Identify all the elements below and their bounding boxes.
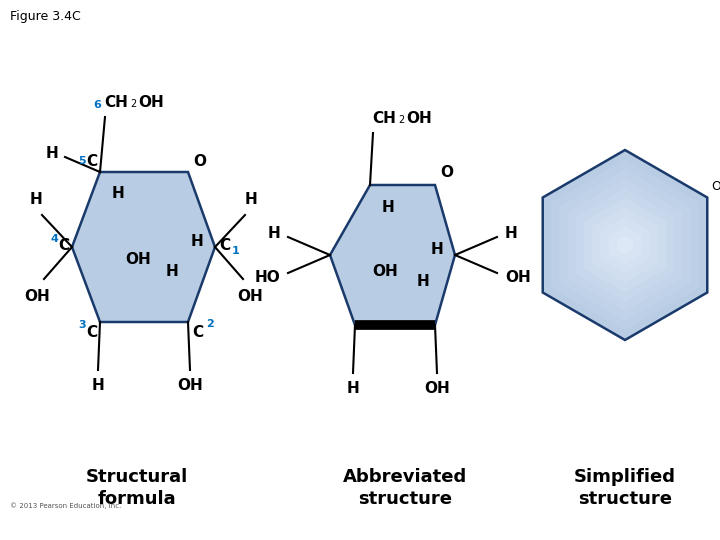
Text: C: C xyxy=(219,238,230,253)
Polygon shape xyxy=(330,185,455,325)
Polygon shape xyxy=(72,172,215,322)
Text: OH: OH xyxy=(424,381,450,396)
Text: H: H xyxy=(382,199,395,214)
Polygon shape xyxy=(575,188,675,302)
Text: OH: OH xyxy=(505,269,531,285)
Text: H: H xyxy=(91,378,104,393)
Text: 3: 3 xyxy=(78,320,86,330)
Text: OH: OH xyxy=(177,378,203,393)
Polygon shape xyxy=(559,169,690,321)
Polygon shape xyxy=(543,150,707,340)
Text: CH: CH xyxy=(104,95,128,110)
Text: H: H xyxy=(267,226,280,240)
Text: OH: OH xyxy=(237,289,263,304)
Text: H: H xyxy=(30,192,42,207)
Text: 4: 4 xyxy=(50,234,58,244)
Polygon shape xyxy=(608,226,642,264)
Text: OH: OH xyxy=(406,111,432,126)
Text: $_2$: $_2$ xyxy=(130,96,138,110)
Text: 5: 5 xyxy=(78,156,86,166)
Text: © 2013 Pearson Education, Inc.: © 2013 Pearson Education, Inc. xyxy=(10,502,122,509)
Text: C: C xyxy=(86,325,97,340)
Polygon shape xyxy=(584,198,666,293)
Text: C: C xyxy=(192,325,203,340)
Text: Structural
formula: Structural formula xyxy=(86,468,188,508)
Text: C: C xyxy=(86,154,97,169)
Text: C: C xyxy=(58,238,69,253)
Text: OH: OH xyxy=(24,289,50,304)
Text: H: H xyxy=(45,146,58,161)
Text: H: H xyxy=(431,242,444,258)
Polygon shape xyxy=(600,217,649,273)
Text: Abbreviated
structure: Abbreviated structure xyxy=(343,468,467,508)
Text: H: H xyxy=(245,192,257,207)
Text: Figure 3.4C: Figure 3.4C xyxy=(10,10,81,23)
Text: O: O xyxy=(193,154,206,169)
Text: OH: OH xyxy=(138,95,163,110)
Text: 1: 1 xyxy=(232,246,240,256)
Polygon shape xyxy=(551,159,699,330)
Text: HO: HO xyxy=(254,269,280,285)
Text: O: O xyxy=(711,180,720,193)
Text: $_2$: $_2$ xyxy=(398,112,405,126)
Text: O: O xyxy=(440,165,453,180)
Text: 6: 6 xyxy=(93,100,101,110)
Text: H: H xyxy=(417,274,429,289)
Text: 2: 2 xyxy=(206,319,214,329)
Text: OH: OH xyxy=(372,265,398,280)
Text: OH: OH xyxy=(125,253,151,267)
Text: H: H xyxy=(346,381,359,396)
Text: H: H xyxy=(112,186,125,201)
Text: H: H xyxy=(505,226,518,240)
Text: Simplified
structure: Simplified structure xyxy=(574,468,676,508)
Polygon shape xyxy=(617,235,633,254)
Text: H: H xyxy=(166,265,179,280)
Polygon shape xyxy=(567,179,683,312)
Polygon shape xyxy=(592,207,658,283)
Text: CH: CH xyxy=(372,111,396,126)
Text: H: H xyxy=(191,234,203,249)
